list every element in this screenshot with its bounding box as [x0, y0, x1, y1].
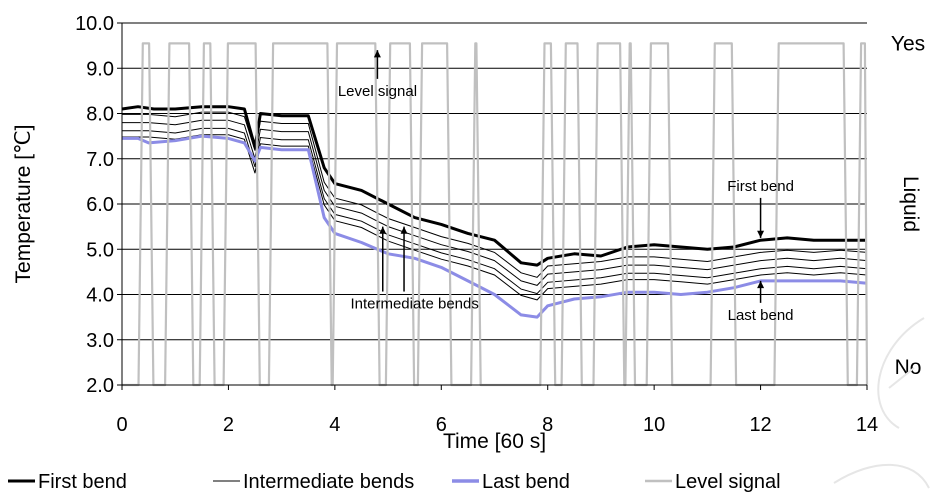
annotation-arrowhead [757, 280, 765, 289]
series-line-intermediate-bends-extra [122, 127, 868, 295]
plot-series [121, 42, 869, 387]
x-tick-label: 6 [436, 414, 447, 436]
watermark-stamp [833, 317, 930, 489]
legend-label: Intermediate bends [243, 471, 414, 493]
legend: First bend Intermediate bends Last bend Lev… [8, 471, 781, 493]
y-tick-label: 5.0 [86, 239, 114, 261]
x-tick-label: 2 [223, 414, 234, 436]
y-tick-label: 8.0 [86, 104, 114, 126]
y-tick-label: 4.0 [86, 285, 114, 307]
right-axis-no-label: No [895, 356, 922, 379]
x-axis-title: Time [60 s] [443, 430, 546, 453]
annotation-label: First bend [727, 178, 794, 195]
legend-label: First bend [38, 471, 127, 493]
y-tick-label: 7.0 [86, 149, 114, 171]
series-line-last-bend [122, 134, 868, 319]
annotation-arrowhead [379, 226, 387, 234]
y-tick-label: 6.0 [86, 194, 114, 216]
series-line-intermediate-bends [122, 119, 868, 286]
legend-label: Last bend [482, 471, 570, 493]
y-axis-title: Temperature [℃] [12, 125, 35, 284]
annotation-arrowhead [373, 50, 381, 58]
axis-titles: Time [60 s] Temperature [℃] Yes No Liquid [12, 32, 925, 453]
axes [117, 22, 868, 390]
y-tick-label: 2.0 [86, 375, 114, 397]
annotation-label: Intermediate bends [350, 296, 478, 313]
y-tick-label: 10.0 [75, 13, 114, 35]
right-axis-yes-label: Yes [891, 32, 925, 55]
annotation-label: Last bend [728, 307, 794, 324]
series-line-first-bend [121, 105, 867, 267]
x-tick-label: 10 [643, 414, 665, 436]
annotation-label: Level signal [338, 83, 417, 100]
x-tick-label: 14 [856, 414, 878, 436]
series-line-intermediate-bends-extra [122, 111, 868, 278]
x-tick-label: 4 [329, 414, 340, 436]
annotation-arrowhead [400, 226, 408, 234]
y-tick-label: 9.0 [86, 58, 114, 80]
tick-labels: 2.0 3.0 4.0 5.0 6.0 7.0 8.0 9.0 10.0 0 2 4 6 8 10 12 14 [75, 13, 878, 436]
x-tick-label: 0 [116, 414, 127, 436]
legend-label: Level signal [675, 471, 781, 493]
annotations: Level signal First bend Intermediate bends… [338, 50, 794, 324]
y-tick-label: 3.0 [86, 330, 114, 352]
x-tick-label: 12 [749, 414, 771, 436]
right-axis-title: Liquid [899, 176, 922, 232]
annotation-arrowhead [757, 230, 765, 238]
x-tick-label: 8 [542, 414, 553, 436]
